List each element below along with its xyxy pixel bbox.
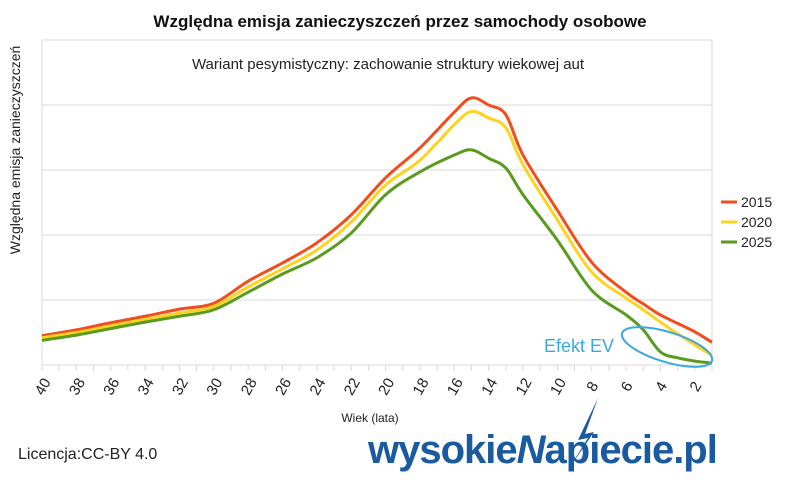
x-tick-label: 16 [444,375,467,398]
legend-label-2020: 2020 [741,214,772,230]
x-tick-label: 26 [272,375,295,398]
x-tick-label: 18 [410,375,433,398]
series-line-2020 [41,109,713,357]
x-tick-label: 20 [375,375,398,398]
x-tick-label: 40 [32,375,55,398]
y-axis-label: Względna emisja zanieczyszczeń [7,46,23,255]
legend-label-2025: 2025 [741,234,772,250]
legend-label-2015: 2015 [741,194,772,210]
logo: wysokieNapiecie.pl [368,428,718,472]
chart-subtitle: Wariant pesymistyczny: zachowanie strukt… [192,56,585,73]
x-tick-label: 12 [513,375,536,398]
series-line-2015 [41,96,713,344]
x-tick-label: 38 [66,375,89,398]
x-tick-label: 14 [478,375,501,398]
x-tick-label: 22 [341,375,364,398]
x-tick-label: 32 [169,375,192,398]
x-tick-label: 10 [547,375,570,398]
x-tick-label: 28 [238,375,261,398]
x-tick-label: 4 [652,379,671,395]
ev-effect-label: Efekt EV [544,336,614,356]
x-axis-label: Wiek (lata) [341,411,398,425]
x-tick-label: 34 [135,375,158,398]
x-tick-label: 24 [306,375,329,398]
ev-effect-ellipse [620,326,714,368]
chart-title: Względna emisja zanieczyszczeń przez sam… [153,12,646,31]
x-tick-label: 36 [100,375,123,398]
series-line-2025 [41,148,713,365]
x-tick-label: 8 [583,379,602,395]
x-tick-label: 30 [203,375,226,398]
lightning-bolt-icon [568,398,598,470]
license-text: Licencja:CC-BY 4.0 [18,446,158,463]
x-tick-label: 2 [686,379,705,395]
x-tick-label: 6 [618,379,637,395]
